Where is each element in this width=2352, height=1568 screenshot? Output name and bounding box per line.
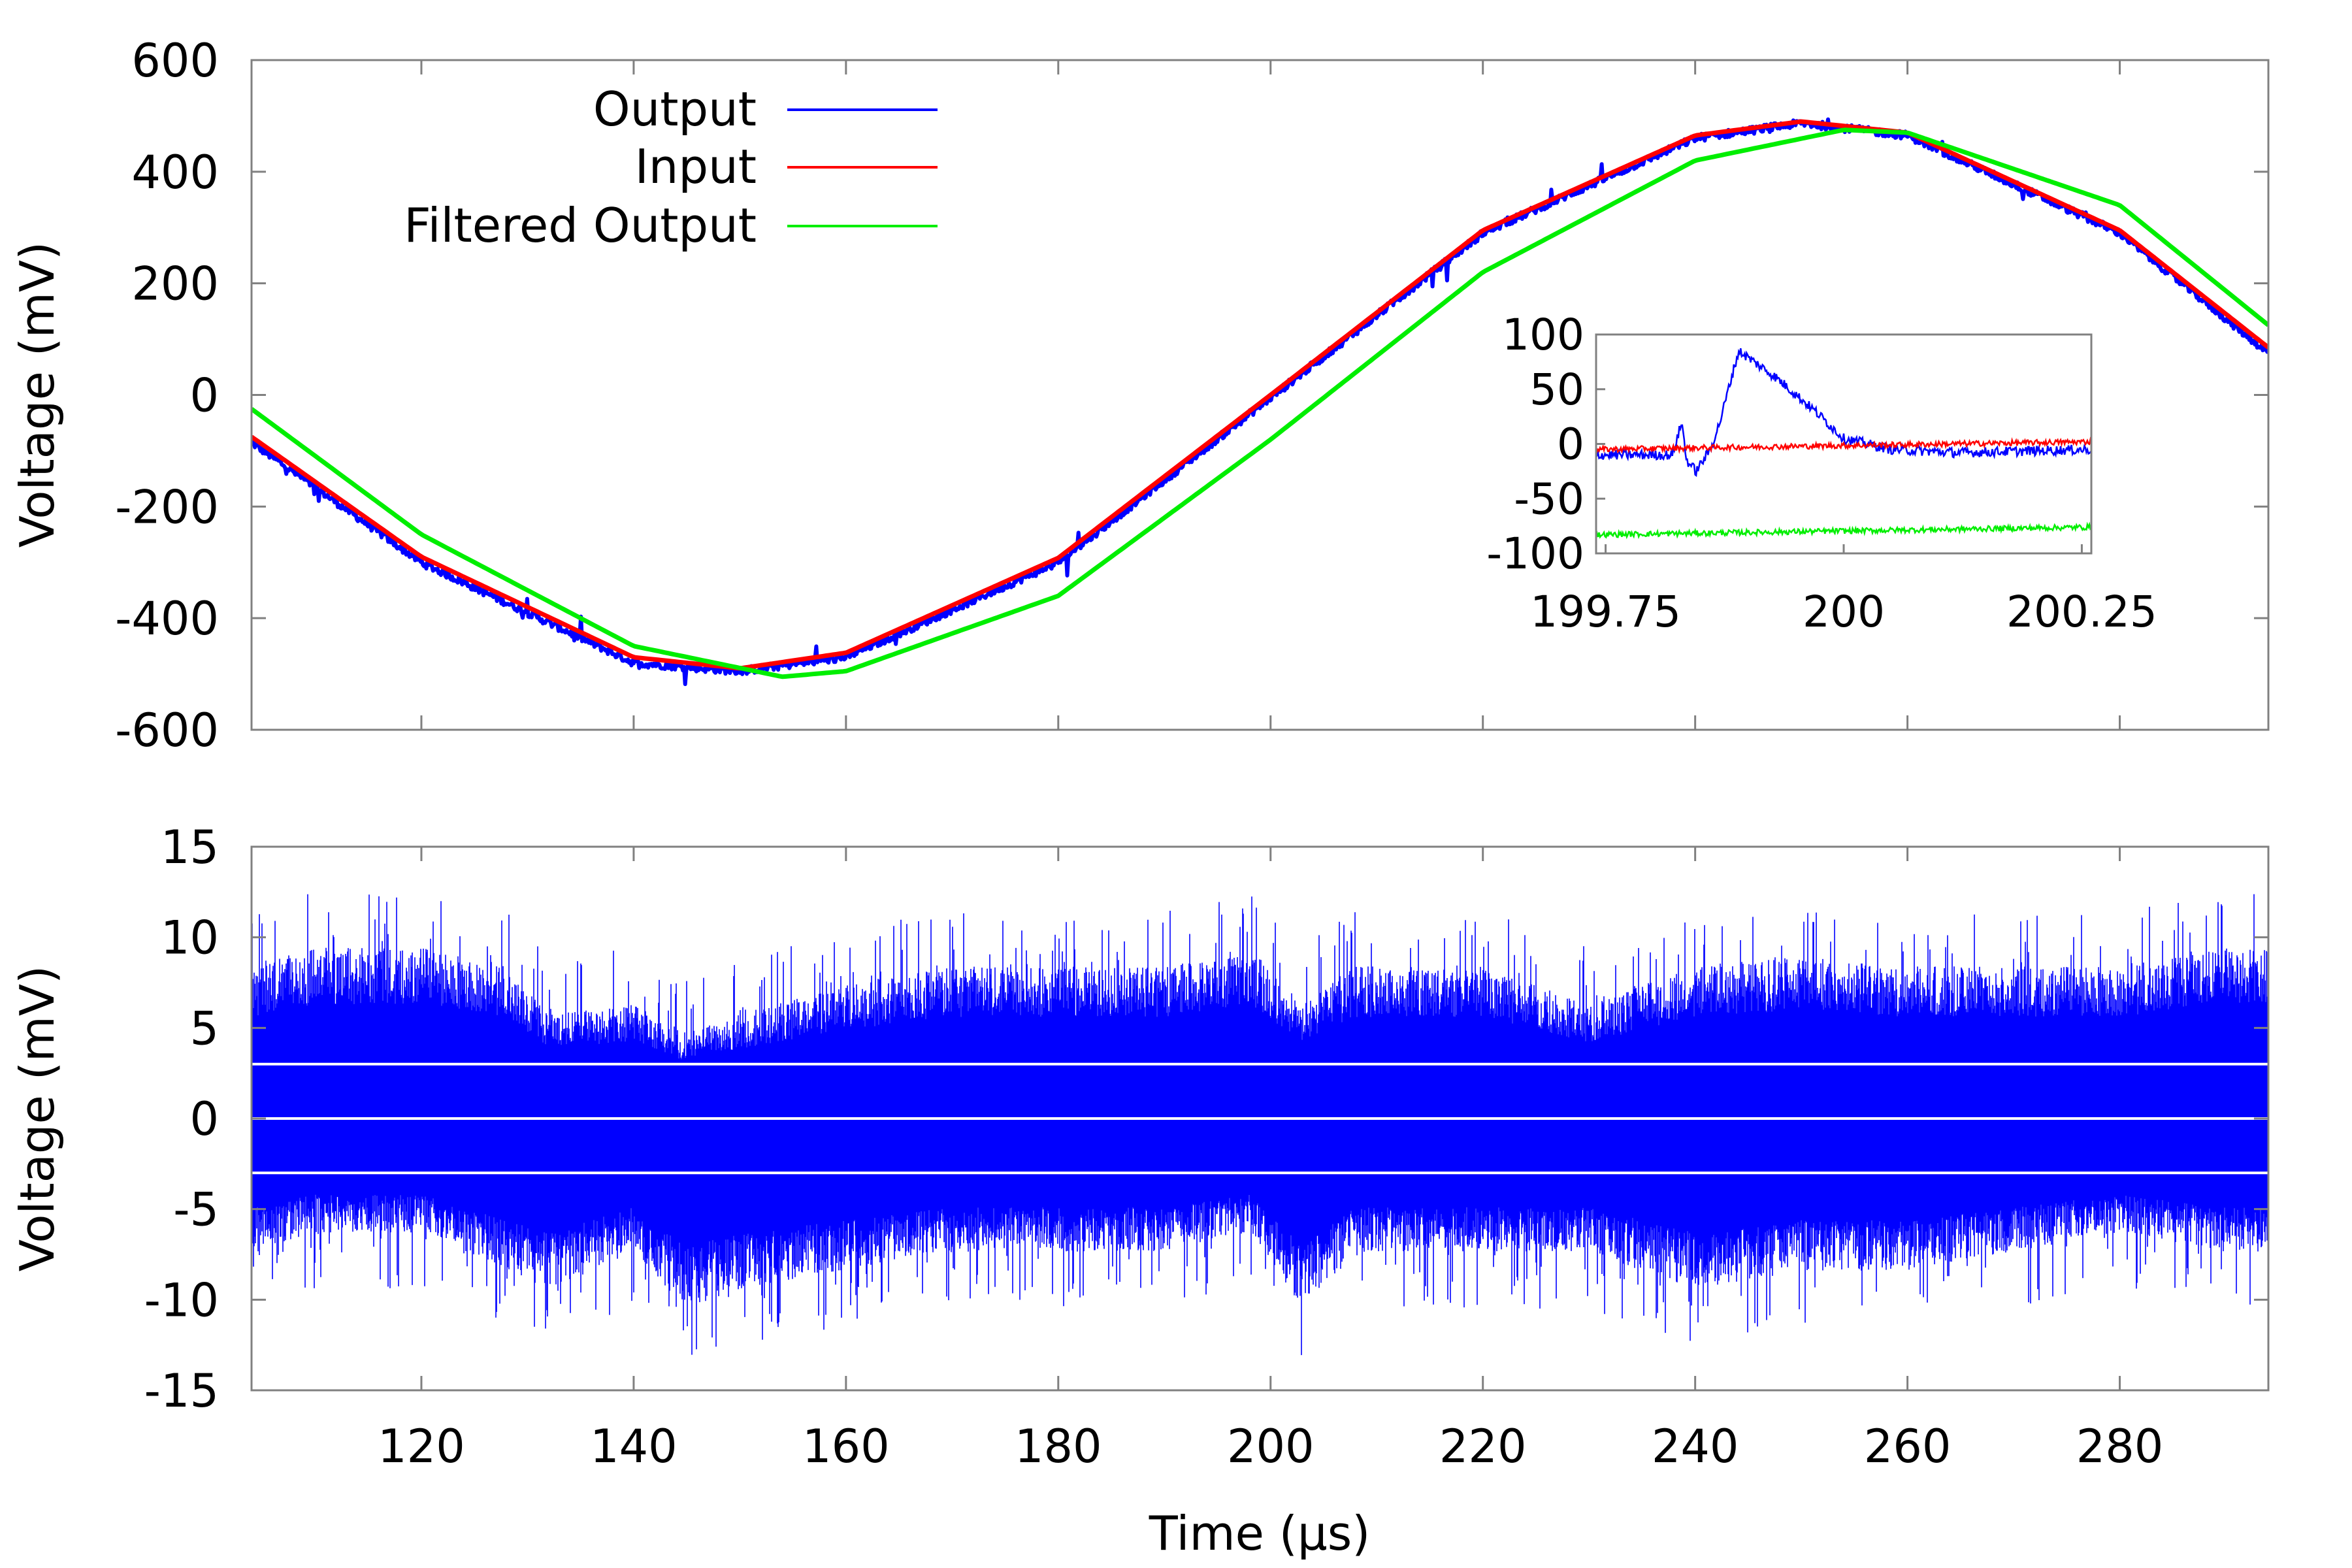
inset-x-tick-label: 200.25 xyxy=(2006,587,2157,637)
top-y-tick-label: -400 xyxy=(115,592,219,645)
bottom-y-tick-label: 5 xyxy=(189,1002,219,1055)
inset-x-tick-label: 199.75 xyxy=(1530,587,1681,637)
series-line-filtered-output xyxy=(252,127,2268,679)
top-y-tick-label: 0 xyxy=(189,369,219,423)
bottom-y-tick-label: -10 xyxy=(144,1273,219,1327)
top-panel: -600 -400 -200 0 200 400 600 Voltage (mV) Outp… xyxy=(10,34,2270,757)
bottom-y-tick-label: 0 xyxy=(189,1092,219,1146)
inset-series-line-filtered-output xyxy=(1596,521,2091,540)
top-y-tick-label: 200 xyxy=(131,257,219,311)
bottom-y-tick-label: -15 xyxy=(144,1364,219,1418)
top-y-tick-label: 400 xyxy=(131,146,219,199)
inset-series-line-input xyxy=(1596,436,2091,455)
bottom-x-tick-label: 220 xyxy=(1439,1420,1527,1473)
inset-y-tick-label: 50 xyxy=(1529,365,1584,415)
bottom-x-tick-label: 200 xyxy=(1227,1420,1315,1473)
inset-series-line-output xyxy=(1596,348,2091,478)
inset-y-tick-label: 0 xyxy=(1557,419,1584,470)
bottom-y-tick-label: 15 xyxy=(161,821,219,874)
legend-label-filtered-output: Filtered Output xyxy=(404,198,757,253)
bottom-x-tick-label: 240 xyxy=(1652,1420,1739,1473)
top-y-tick-label: -200 xyxy=(115,480,219,534)
bottom-x-tick-label: 180 xyxy=(1015,1420,1102,1473)
bottom-x-tick-label: 120 xyxy=(378,1420,465,1473)
top-y-axis-label: Voltage (mV) xyxy=(10,242,65,548)
top-y-tick-label: -600 xyxy=(115,704,219,757)
inset-x-tick-label: 200 xyxy=(1803,587,1885,637)
output-residual-band xyxy=(252,1017,2268,1230)
bottom-x-tick-label: 140 xyxy=(590,1420,678,1473)
inset-y-tick-label: -100 xyxy=(1486,529,1584,579)
series-line-input xyxy=(252,119,2268,671)
bottom-x-tick-label: 280 xyxy=(2076,1420,2164,1473)
bottom-panel: 120 140 160 180 200 220 240 260 280 -15 -10 -5 0 5 10… xyxy=(10,821,2270,1561)
x-axis-label: Time (µs) xyxy=(1149,1506,1371,1561)
inset-y-tick-label: 100 xyxy=(1502,310,1584,360)
bottom-x-tick-label: 160 xyxy=(802,1420,890,1473)
bottom-x-tick-label: 260 xyxy=(1864,1420,1952,1473)
bottom-y-tick-label: -5 xyxy=(173,1183,219,1237)
series-line-output xyxy=(252,117,2268,687)
top-y-tick-label: 600 xyxy=(131,34,219,88)
legend-label-output: Output xyxy=(593,82,757,137)
bottom-y-tick-label: 10 xyxy=(161,911,219,965)
legend: Output Input Filtered Output xyxy=(404,82,938,253)
legend-label-input: Input xyxy=(635,139,757,194)
bottom-y-axis-label: Voltage (mV) xyxy=(10,966,65,1272)
inset-y-tick-label: -50 xyxy=(1514,474,1584,524)
